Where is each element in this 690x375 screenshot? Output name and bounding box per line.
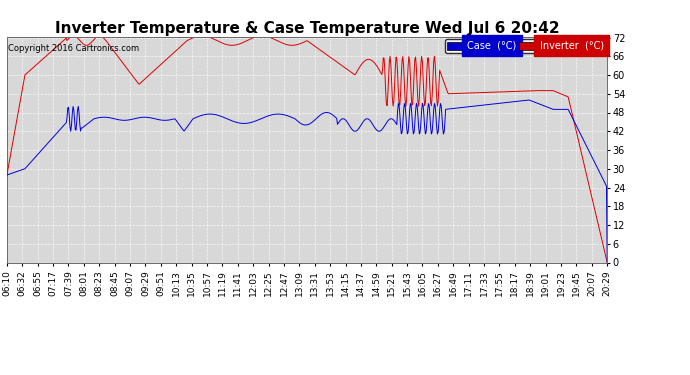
Text: Copyright 2016 Cartronics.com: Copyright 2016 Cartronics.com [8, 44, 139, 53]
Title: Inverter Temperature & Case Temperature Wed Jul 6 20:42: Inverter Temperature & Case Temperature … [55, 21, 560, 36]
Legend: Case  (°C), Inverter  (°C): Case (°C), Inverter (°C) [445, 39, 606, 53]
